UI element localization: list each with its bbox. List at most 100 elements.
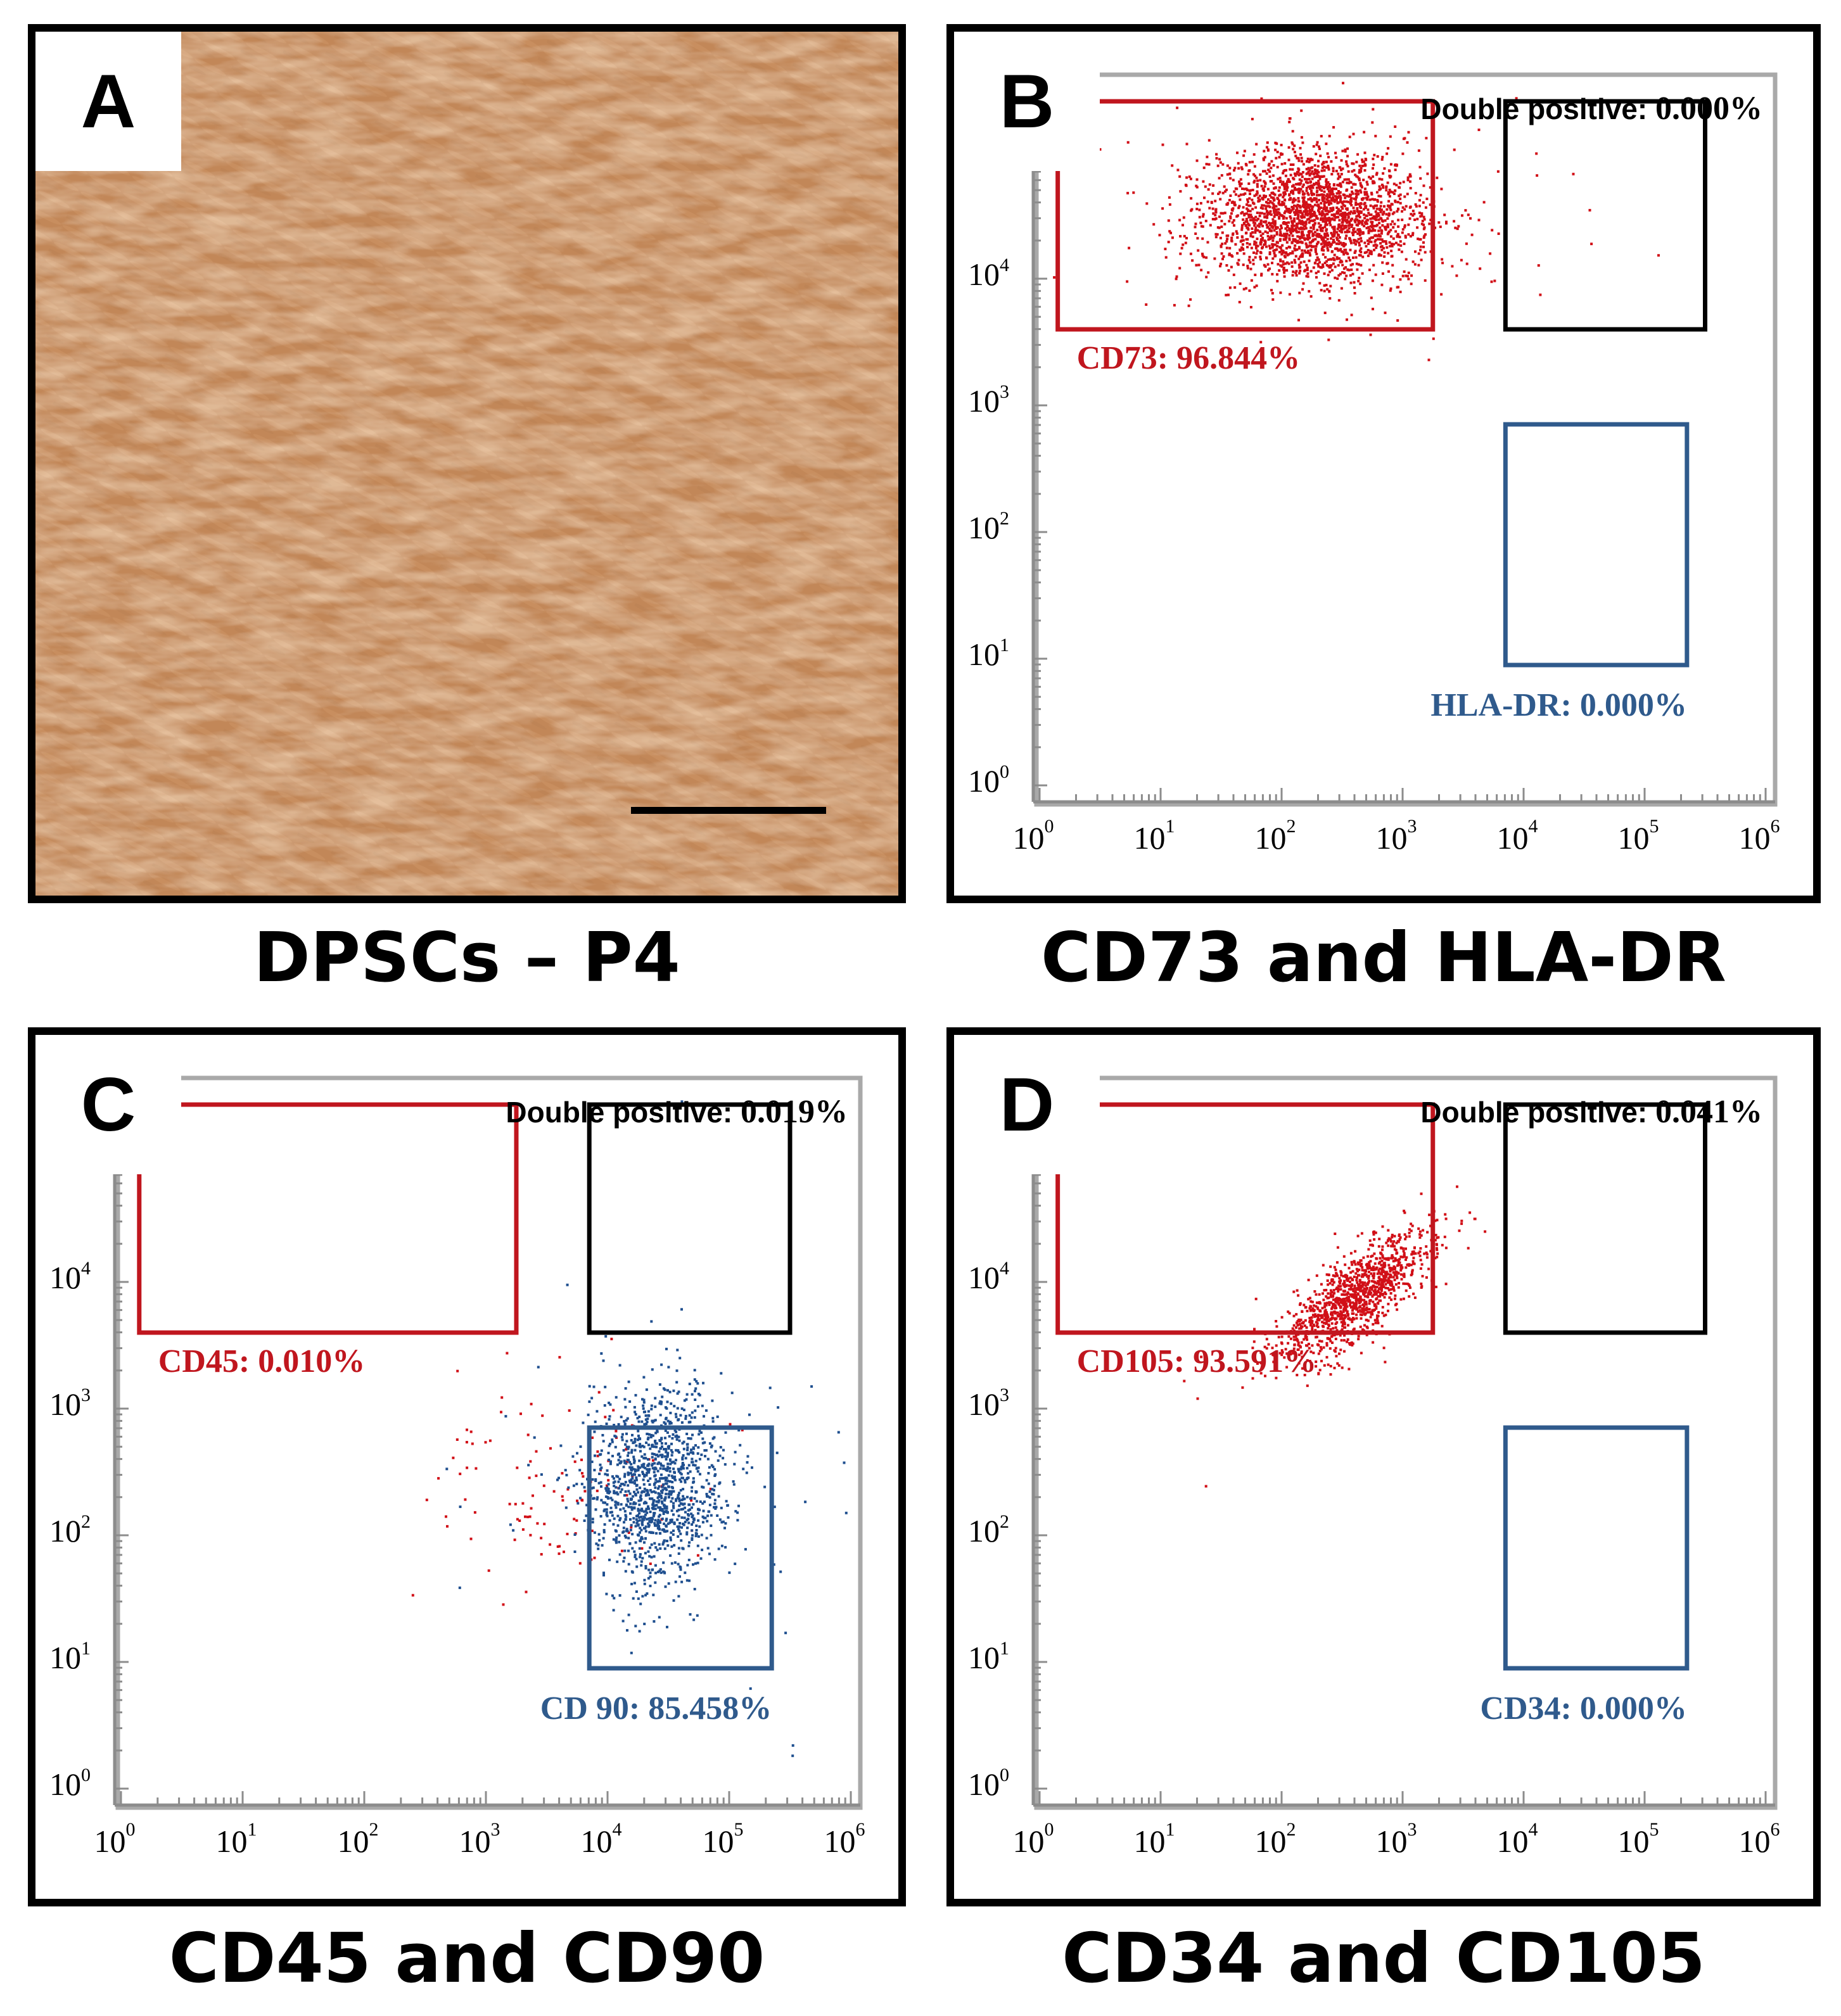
event-dot <box>1364 164 1367 167</box>
event-dot <box>685 1531 689 1534</box>
event-dot <box>664 1479 667 1482</box>
event-dot <box>1254 246 1258 250</box>
event-dot <box>607 1487 610 1490</box>
event-dot <box>1416 217 1419 220</box>
event-dot <box>1397 1286 1400 1289</box>
event-dot <box>1379 235 1382 238</box>
event-dot <box>670 1454 673 1457</box>
event-dot <box>1313 1315 1316 1318</box>
event-dot <box>1248 255 1251 258</box>
event-dot <box>1276 273 1278 276</box>
event-dot <box>596 1450 599 1453</box>
event-dot <box>623 1510 627 1513</box>
event-dot <box>617 1459 620 1462</box>
event-dot <box>1283 232 1286 236</box>
event-dot <box>1393 1278 1396 1281</box>
event-dot <box>1385 225 1388 229</box>
event-dot <box>691 1433 694 1436</box>
event-dot <box>670 1461 673 1464</box>
event-dot <box>597 1481 601 1485</box>
event-dot <box>1161 207 1164 210</box>
event-dot <box>1342 1319 1346 1322</box>
event-dot <box>620 1436 623 1439</box>
event-dot <box>630 1449 634 1452</box>
event-dot <box>670 1486 673 1489</box>
event-dot <box>1322 240 1325 243</box>
event-dot <box>634 1470 637 1473</box>
event-dot <box>625 1504 628 1507</box>
event-dot <box>1399 1246 1403 1250</box>
event-dot <box>630 1506 633 1509</box>
event-dot <box>719 1446 722 1449</box>
event-dot <box>677 1547 680 1550</box>
event-dot <box>1346 221 1349 224</box>
event-dot <box>1453 148 1456 151</box>
event-dot <box>1259 219 1263 222</box>
event-dot <box>535 1474 538 1478</box>
event-dot <box>624 1387 627 1390</box>
event-dot <box>1403 1211 1406 1214</box>
x-tick-label: 104 <box>581 1819 622 1859</box>
event-dot <box>1397 225 1400 228</box>
event-dot <box>1354 230 1357 233</box>
event-dot <box>711 1399 714 1402</box>
event-dot <box>653 1555 656 1558</box>
event-dot <box>1331 193 1334 196</box>
event-dot <box>1333 225 1336 229</box>
event-dot <box>677 1552 680 1555</box>
event-dot <box>1271 222 1274 225</box>
event-dot <box>1482 201 1486 204</box>
event-dot <box>1354 1300 1358 1303</box>
event-dot <box>1326 1313 1329 1316</box>
event-dot <box>1323 217 1326 220</box>
event-dot <box>615 1536 618 1539</box>
event-dot <box>1263 185 1266 188</box>
event-dot <box>1228 167 1232 170</box>
event-dot <box>1325 209 1328 212</box>
event-dot <box>1399 1236 1402 1239</box>
event-dot <box>1350 1283 1353 1286</box>
event-dot <box>1178 267 1182 270</box>
event-dot <box>1360 1264 1363 1267</box>
event-dot <box>688 1414 691 1417</box>
event-dot <box>637 1469 640 1472</box>
event-dot <box>1223 185 1226 188</box>
event-dot <box>1372 167 1374 170</box>
event-dot <box>694 1490 698 1493</box>
event-dot <box>1277 263 1280 266</box>
event-dot <box>1379 254 1382 257</box>
event-dot <box>609 1497 613 1500</box>
event-dot <box>519 1412 522 1416</box>
event-dot <box>640 1536 643 1539</box>
event-dot <box>1294 229 1297 232</box>
event-dot <box>625 1419 628 1422</box>
event-dot <box>1367 225 1370 229</box>
event-dot <box>1313 1290 1316 1293</box>
event-dot <box>640 1537 643 1540</box>
event-dot <box>1380 229 1384 232</box>
event-dot <box>695 1500 698 1503</box>
event-dot <box>1301 160 1304 163</box>
event-dot <box>1417 1227 1420 1230</box>
event-dot <box>1314 250 1317 253</box>
event-dot <box>1266 141 1269 144</box>
event-dot <box>657 1500 660 1504</box>
event-dot <box>638 1416 641 1418</box>
event-dot <box>1332 1281 1335 1284</box>
event-dot <box>1300 1350 1303 1354</box>
event-dot <box>658 1383 661 1386</box>
event-dot <box>1417 149 1420 152</box>
event-dot <box>1317 1352 1320 1355</box>
event-dot <box>670 1402 673 1405</box>
event-dot <box>1348 258 1351 262</box>
event-dot <box>1339 194 1342 198</box>
event-dot <box>1287 253 1290 256</box>
event-dot <box>663 1448 665 1451</box>
event-dot <box>669 1421 672 1424</box>
event-dot <box>1306 157 1309 160</box>
event-dot <box>669 1462 672 1466</box>
event-dot <box>592 1486 595 1489</box>
event-dot <box>1411 210 1415 212</box>
event-dot <box>1330 237 1332 240</box>
event-dot <box>1257 196 1260 200</box>
